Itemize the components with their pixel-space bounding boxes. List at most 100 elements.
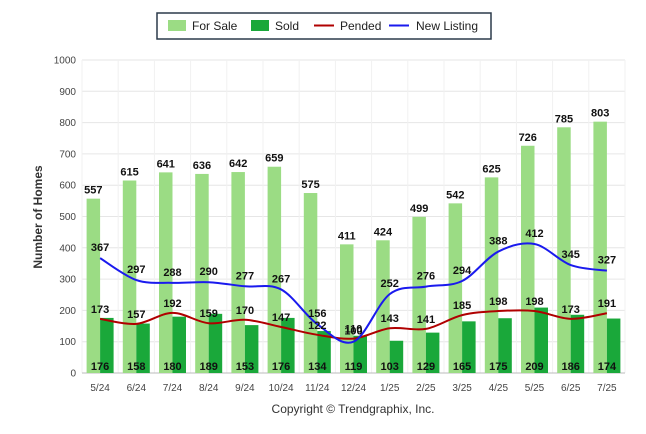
bar-sold xyxy=(244,325,259,373)
label-sold: 103 xyxy=(381,361,399,373)
label-pended: 143 xyxy=(381,313,399,325)
label-for-sale: 557 xyxy=(84,185,102,197)
label-for-sale: 625 xyxy=(482,163,500,175)
legend-label-pended: Pended xyxy=(340,19,381,33)
y-tick-label: 900 xyxy=(59,87,76,98)
x-tick-label: 6/25 xyxy=(561,383,581,394)
label-pended: 122 xyxy=(308,320,326,332)
bar-sold xyxy=(208,313,223,373)
legend-swatch-sold xyxy=(251,20,269,31)
x-tick-label: 4/25 xyxy=(489,383,509,394)
copyright: Copyright © Trendgraphix, Inc. xyxy=(272,402,435,416)
line-pended xyxy=(99,309,608,340)
y-tick-label: 100 xyxy=(59,337,76,348)
label-new-listing: 388 xyxy=(489,236,507,248)
label-sold: 174 xyxy=(598,361,617,373)
y-tick-label: 1000 xyxy=(54,56,77,67)
line-new-listing xyxy=(99,242,608,344)
y-axis-ticks: 0 100 200 300 400 500 600 700 800 900 1000 xyxy=(54,56,77,380)
bar-sold xyxy=(172,316,186,373)
label-for-sale: 641 xyxy=(157,158,175,170)
label-pended: 198 xyxy=(525,296,543,308)
y-axis-title: Number of Homes xyxy=(31,165,45,269)
x-tick-label: 12/24 xyxy=(341,383,366,394)
bar-for-sale xyxy=(267,166,282,373)
label-new-listing: 277 xyxy=(236,270,254,282)
bar-for-sale xyxy=(376,240,390,373)
x-tick-label: 10/24 xyxy=(269,383,294,394)
bar-sold xyxy=(389,340,404,373)
legend-label-for-sale: For Sale xyxy=(192,19,238,33)
x-tick-label: 8/24 xyxy=(199,383,219,394)
bar-for-sale xyxy=(557,127,571,373)
x-tick-label: 9/24 xyxy=(235,383,255,394)
bar-sold xyxy=(317,331,331,373)
y-tick-label: 500 xyxy=(59,212,76,223)
bars xyxy=(86,121,621,373)
label-for-sale: 542 xyxy=(446,189,464,201)
legend-label-sold: Sold xyxy=(275,19,299,33)
x-tick-label: 2/25 xyxy=(416,383,436,394)
label-new-listing: 290 xyxy=(200,266,218,278)
label-pended: 173 xyxy=(91,304,109,316)
label-new-listing: 412 xyxy=(525,228,543,240)
label-pended: 159 xyxy=(200,308,218,320)
bar-for-sale xyxy=(521,145,535,373)
label-sold: 175 xyxy=(489,361,507,373)
bar-for-sale xyxy=(484,177,499,373)
label-sold: 129 xyxy=(417,361,435,373)
bar-for-sale xyxy=(448,203,463,373)
x-tick-label: 11/24 xyxy=(305,383,330,394)
x-tick-label: 6/24 xyxy=(127,383,147,394)
bar-sold xyxy=(281,317,295,373)
bar-sold xyxy=(606,318,621,373)
label-sold: 158 xyxy=(127,361,145,373)
label-pended: 170 xyxy=(236,305,254,317)
y-tick-label: 600 xyxy=(59,181,76,192)
label-pended: 191 xyxy=(598,298,616,310)
label-new-listing: 252 xyxy=(381,278,399,290)
label-for-sale: 659 xyxy=(265,153,283,165)
bar-sold xyxy=(136,323,150,373)
y-tick-label: 800 xyxy=(59,118,76,129)
label-new-listing: 367 xyxy=(91,242,109,254)
label-for-sale: 636 xyxy=(193,160,211,172)
legend: For Sale Sold Pended New Listing xyxy=(156,12,492,40)
bar-for-sale xyxy=(303,193,318,373)
label-for-sale: 615 xyxy=(120,167,138,179)
label-new-listing: 267 xyxy=(272,273,290,285)
x-axis-ticks: 5/24 6/24 7/24 8/24 9/24 10/24 11/24 12/24 1/25 2… xyxy=(90,383,617,394)
bar-for-sale xyxy=(231,172,245,373)
bar-sold xyxy=(462,321,476,373)
bar-sold xyxy=(570,314,585,373)
label-sold: 165 xyxy=(453,361,471,373)
bar-sold xyxy=(353,335,367,373)
label-pended: 173 xyxy=(562,304,580,316)
label-for-sale: 803 xyxy=(591,108,609,120)
label-pended: 185 xyxy=(453,300,471,312)
data-labels: 557 176 173 367 615 158 157 297 641 180 192 288 636 1… xyxy=(84,108,617,373)
bar-sold xyxy=(100,317,114,373)
bar-for-sale xyxy=(159,172,173,373)
label-pended: 141 xyxy=(417,314,435,326)
bar-sold xyxy=(534,307,548,373)
label-sold: 176 xyxy=(272,361,290,373)
y-tick-label: 300 xyxy=(59,275,76,286)
label-new-listing: 297 xyxy=(127,264,145,276)
x-tick-label: 5/24 xyxy=(90,383,110,394)
label-for-sale: 424 xyxy=(374,226,393,238)
label-sold: 134 xyxy=(308,361,327,373)
y-tick-label: 700 xyxy=(59,149,76,160)
label-for-sale: 499 xyxy=(410,203,428,215)
x-tick-label: 3/25 xyxy=(452,383,472,394)
bar-sold xyxy=(498,318,512,373)
label-new-listing: 327 xyxy=(598,255,616,267)
label-sold: 180 xyxy=(163,361,181,373)
bar-for-sale xyxy=(593,121,607,373)
label-sold: 176 xyxy=(91,361,109,373)
lines xyxy=(99,242,608,344)
x-tick-label: 7/24 xyxy=(163,383,183,394)
bar-for-sale xyxy=(340,244,354,373)
label-for-sale: 785 xyxy=(555,113,573,125)
